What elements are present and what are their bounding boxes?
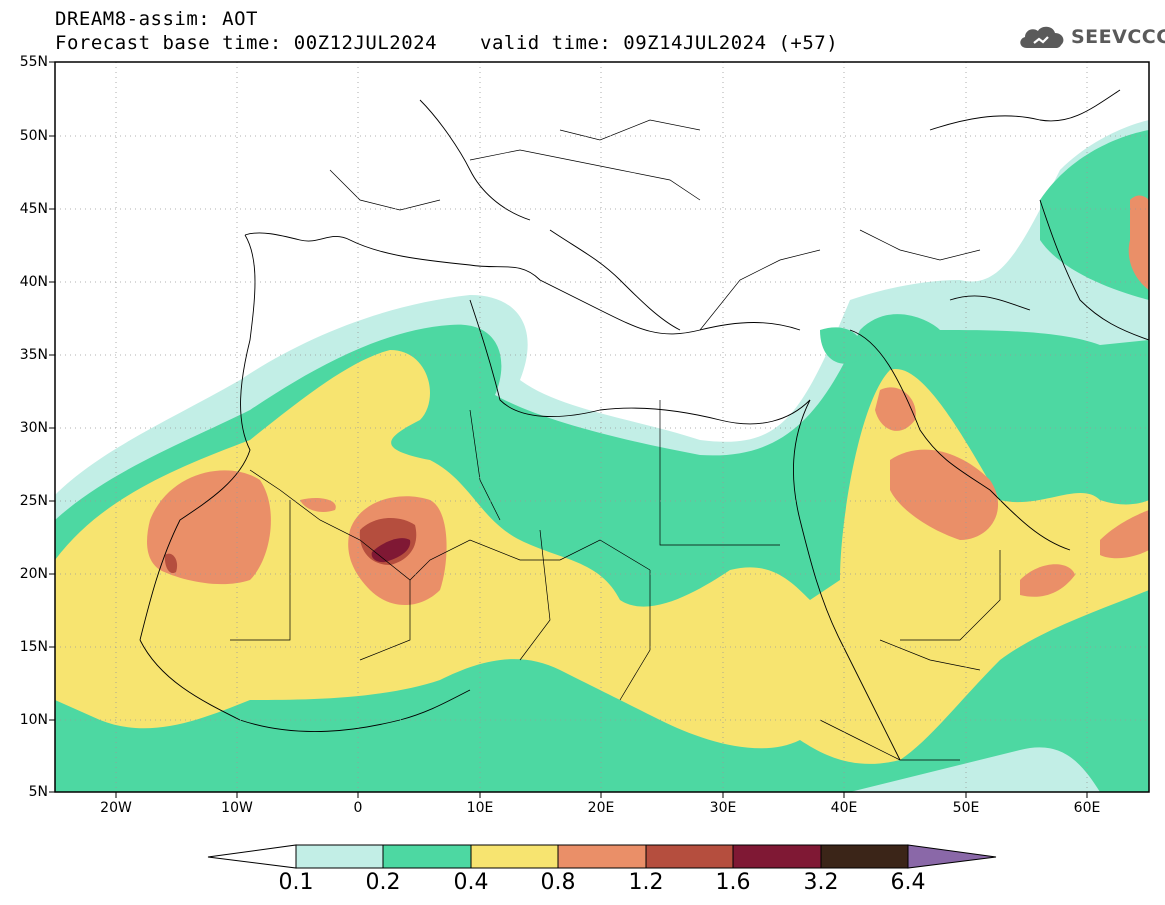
colorbar-label: 6.4 [890, 870, 926, 895]
lon-label: 20W [100, 800, 132, 816]
axis-ticks [49, 61, 1088, 798]
lat-label: 25N [19, 493, 48, 509]
lon-label: 0 [353, 800, 363, 816]
colorbar-label: 1.6 [715, 870, 751, 895]
lon-label: 30E [709, 800, 737, 816]
map-title: DREAM8-assim: AOT [55, 8, 258, 30]
colorbar-label: 0.2 [365, 870, 401, 895]
colorbar-label: 0.1 [278, 870, 314, 895]
cloud-icon [1020, 26, 1064, 48]
lat-label: 45N [19, 201, 48, 217]
lat-label: 20N [19, 566, 48, 582]
gridlines [55, 62, 1149, 792]
lat-label: 10N [19, 712, 48, 728]
colorbar-label: 1.2 [628, 870, 664, 895]
country-borders [230, 119, 1001, 761]
lon-label: 10W [221, 800, 253, 816]
lat-label: 15N [19, 639, 48, 655]
lon-label: 10E [466, 800, 494, 816]
lon-label: 50E [952, 800, 980, 816]
aot-band-0.4 [55, 350, 1149, 764]
lon-label: 20E [587, 800, 615, 816]
valid-time: valid time: 09Z14JUL2024 (+57) [480, 32, 839, 54]
forecast-base-time: Forecast base time: 00Z12JUL2024 [55, 32, 438, 54]
seevccc-logo: SEEVCCC [1017, 22, 1165, 52]
lat-label: 50N [19, 128, 48, 144]
lat-label: 35N [19, 347, 48, 363]
colorbar-label: 0.4 [453, 870, 489, 895]
colorbar-label: 3.2 [803, 870, 839, 895]
coastlines [139, 89, 1149, 761]
map-frame [54, 61, 1150, 793]
lat-label: 40N [19, 274, 48, 290]
lat-label: 30N [19, 420, 48, 436]
aot-band-1.6 [371, 538, 411, 563]
lon-label: 60E [1073, 800, 1101, 816]
logo-text: SEEVCCC [1071, 26, 1165, 48]
lat-label: 55N [19, 54, 48, 70]
lon-label: 40E [830, 800, 858, 816]
lat-label: 5N [28, 784, 48, 800]
colorbar-label: 0.8 [540, 870, 576, 895]
